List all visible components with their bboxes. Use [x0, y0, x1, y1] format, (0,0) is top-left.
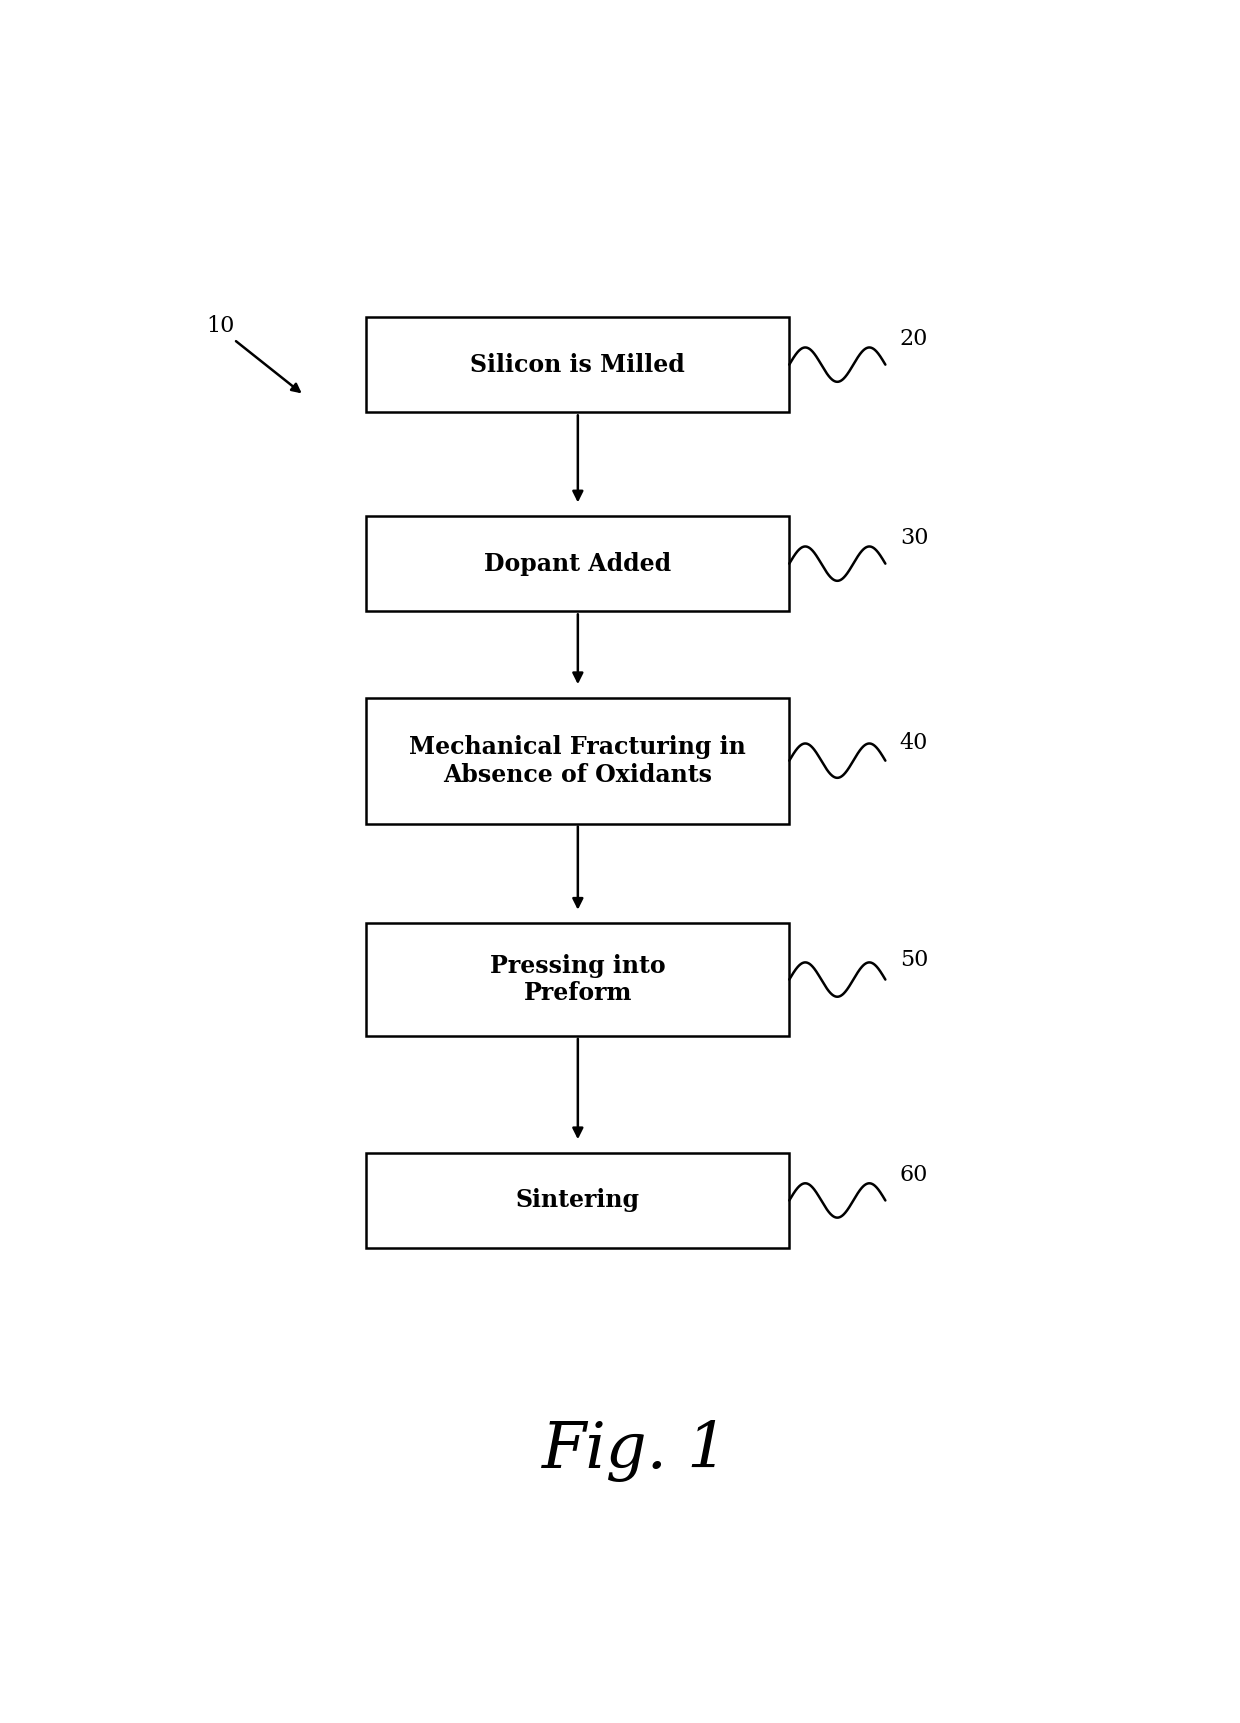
FancyBboxPatch shape: [367, 1153, 789, 1247]
Text: 60: 60: [900, 1165, 929, 1185]
FancyBboxPatch shape: [367, 924, 789, 1036]
Text: 30: 30: [900, 527, 929, 550]
Text: 20: 20: [900, 329, 929, 350]
FancyBboxPatch shape: [367, 698, 789, 824]
FancyBboxPatch shape: [367, 515, 789, 612]
FancyBboxPatch shape: [367, 317, 789, 412]
Text: 40: 40: [900, 732, 929, 753]
Text: Silicon is Milled: Silicon is Milled: [470, 353, 686, 377]
Text: Pressing into
Preform: Pressing into Preform: [490, 953, 666, 1006]
Text: Mechanical Fracturing in
Absence of Oxidants: Mechanical Fracturing in Absence of Oxid…: [409, 734, 746, 787]
Text: Sintering: Sintering: [516, 1189, 640, 1213]
Text: 50: 50: [900, 949, 929, 972]
Text: Fig. 1: Fig. 1: [542, 1420, 729, 1482]
Text: Dopant Added: Dopant Added: [485, 551, 671, 575]
Text: 10: 10: [206, 315, 234, 338]
